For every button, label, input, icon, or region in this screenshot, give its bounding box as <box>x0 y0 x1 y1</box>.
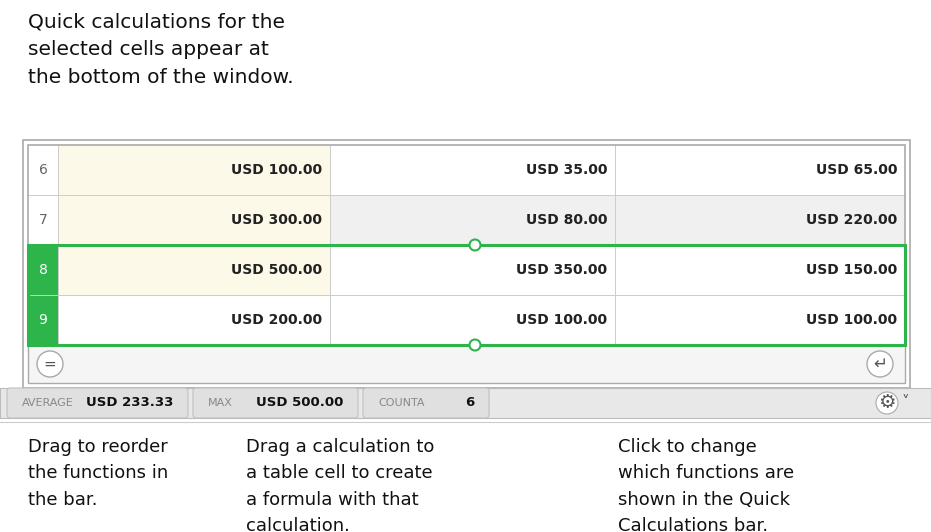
Text: USD 100.00: USD 100.00 <box>231 163 322 177</box>
Text: USD 65.00: USD 65.00 <box>816 163 897 177</box>
Text: Drag a calculation to
a table cell to create
a formula with that
calculation.: Drag a calculation to a table cell to cr… <box>246 438 435 532</box>
Bar <box>28 145 905 345</box>
Text: 8: 8 <box>38 263 47 277</box>
Text: USD 80.00: USD 80.00 <box>525 213 607 227</box>
FancyBboxPatch shape <box>7 388 188 418</box>
Circle shape <box>37 351 63 377</box>
Text: Click to change
which functions are
shown in the Quick
Calculations bar.: Click to change which functions are show… <box>618 438 794 532</box>
Text: ↵: ↵ <box>873 355 887 373</box>
Text: USD 220.00: USD 220.00 <box>805 213 897 227</box>
Text: USD 500.00: USD 500.00 <box>256 396 343 410</box>
Bar <box>330 245 615 295</box>
Circle shape <box>876 392 898 414</box>
Bar <box>28 295 58 345</box>
Text: 6: 6 <box>465 396 474 410</box>
Text: =: = <box>44 356 57 371</box>
Bar <box>58 195 330 245</box>
Text: ⚙: ⚙ <box>878 394 896 412</box>
Text: AVERAGE: AVERAGE <box>22 398 74 408</box>
Bar <box>28 245 58 295</box>
Text: 7: 7 <box>38 213 47 227</box>
Bar <box>615 245 905 295</box>
Text: USD 350.00: USD 350.00 <box>516 263 607 277</box>
Text: MAX: MAX <box>208 398 233 408</box>
Text: USD 200.00: USD 200.00 <box>231 313 322 327</box>
Bar <box>28 145 58 195</box>
Text: USD 300.00: USD 300.00 <box>231 213 322 227</box>
Bar <box>615 145 905 195</box>
Bar <box>23 140 910 388</box>
Text: USD 100.00: USD 100.00 <box>516 313 607 327</box>
Bar <box>330 145 615 195</box>
Bar <box>28 195 58 245</box>
Bar <box>58 295 330 345</box>
Text: USD 35.00: USD 35.00 <box>525 163 607 177</box>
Text: USD 500.00: USD 500.00 <box>231 263 322 277</box>
Circle shape <box>469 339 480 351</box>
Bar <box>330 295 615 345</box>
Text: 9: 9 <box>38 313 47 327</box>
Text: 6: 6 <box>38 163 47 177</box>
Text: USD 233.33: USD 233.33 <box>86 396 173 410</box>
Text: COUNTA: COUNTA <box>378 398 425 408</box>
Bar <box>615 195 905 245</box>
Bar <box>58 245 330 295</box>
FancyBboxPatch shape <box>363 388 489 418</box>
Text: Quick calculations for the
selected cells appear at
the bottom of the window.: Quick calculations for the selected cell… <box>28 12 293 87</box>
Bar <box>28 145 905 345</box>
Text: ˅: ˅ <box>901 395 909 411</box>
Bar <box>28 245 905 345</box>
Circle shape <box>867 351 893 377</box>
Bar <box>58 145 330 195</box>
Circle shape <box>469 239 480 251</box>
Bar <box>28 345 905 383</box>
Bar <box>330 195 615 245</box>
Bar <box>615 295 905 345</box>
FancyBboxPatch shape <box>193 388 358 418</box>
Text: USD 150.00: USD 150.00 <box>805 263 897 277</box>
Bar <box>0 388 931 418</box>
Text: Drag to reorder
the functions in
the bar.: Drag to reorder the functions in the bar… <box>28 438 169 509</box>
Text: USD 100.00: USD 100.00 <box>806 313 897 327</box>
